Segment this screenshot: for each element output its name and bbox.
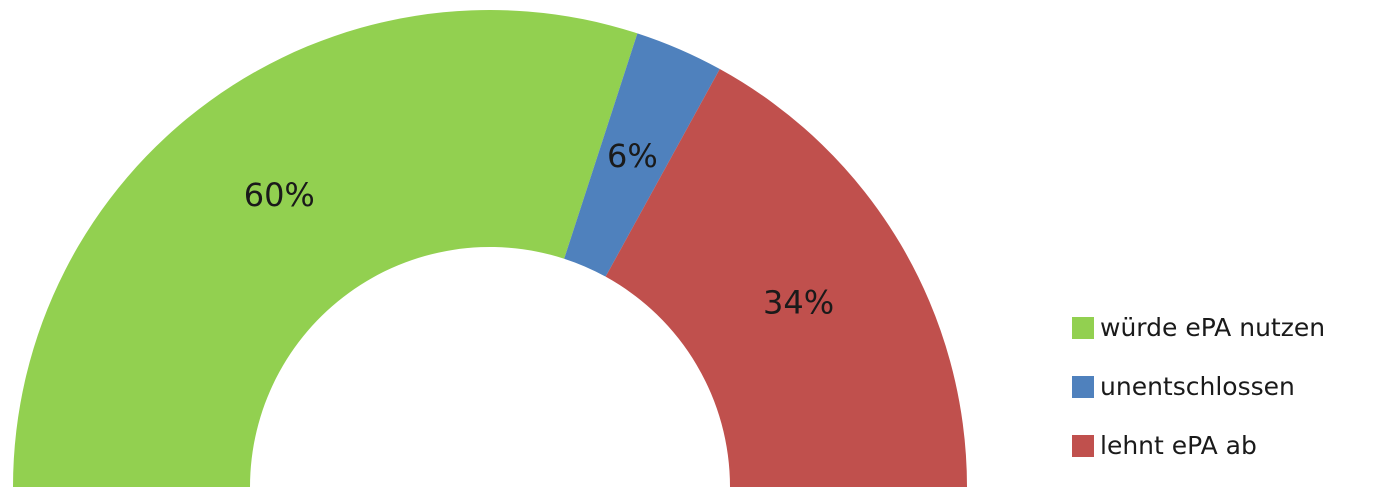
legend: würde ePA nutzen unentschlossen lehnt eP…: [1072, 298, 1325, 475]
legend-swatch-green: [1072, 316, 1094, 339]
legend-item-wuerde-epa-nutzen: würde ePA nutzen: [1072, 298, 1325, 357]
legend-label: lehnt ePA ab: [1100, 431, 1257, 460]
data-label-unentschlossen: 6%: [607, 137, 658, 175]
legend-item-unentschlossen: unentschlossen: [1072, 357, 1325, 416]
legend-item-lehnt-epa-ab: lehnt ePA ab: [1072, 416, 1325, 475]
slice-lehnt-epa-ab: [605, 69, 967, 488]
legend-label: unentschlossen: [1100, 372, 1295, 401]
data-label-wuerde-epa-nutzen: 60%: [244, 176, 315, 214]
legend-label: würde ePA nutzen: [1100, 313, 1326, 342]
slice-unentschlossen: [564, 33, 720, 277]
legend-swatch-blue: [1072, 375, 1094, 398]
legend-swatch-red: [1072, 434, 1094, 457]
data-label-lehnt-epa-ab: 34%: [763, 284, 834, 322]
slice-wuerde-epa-nutzen: [13, 9, 638, 488]
